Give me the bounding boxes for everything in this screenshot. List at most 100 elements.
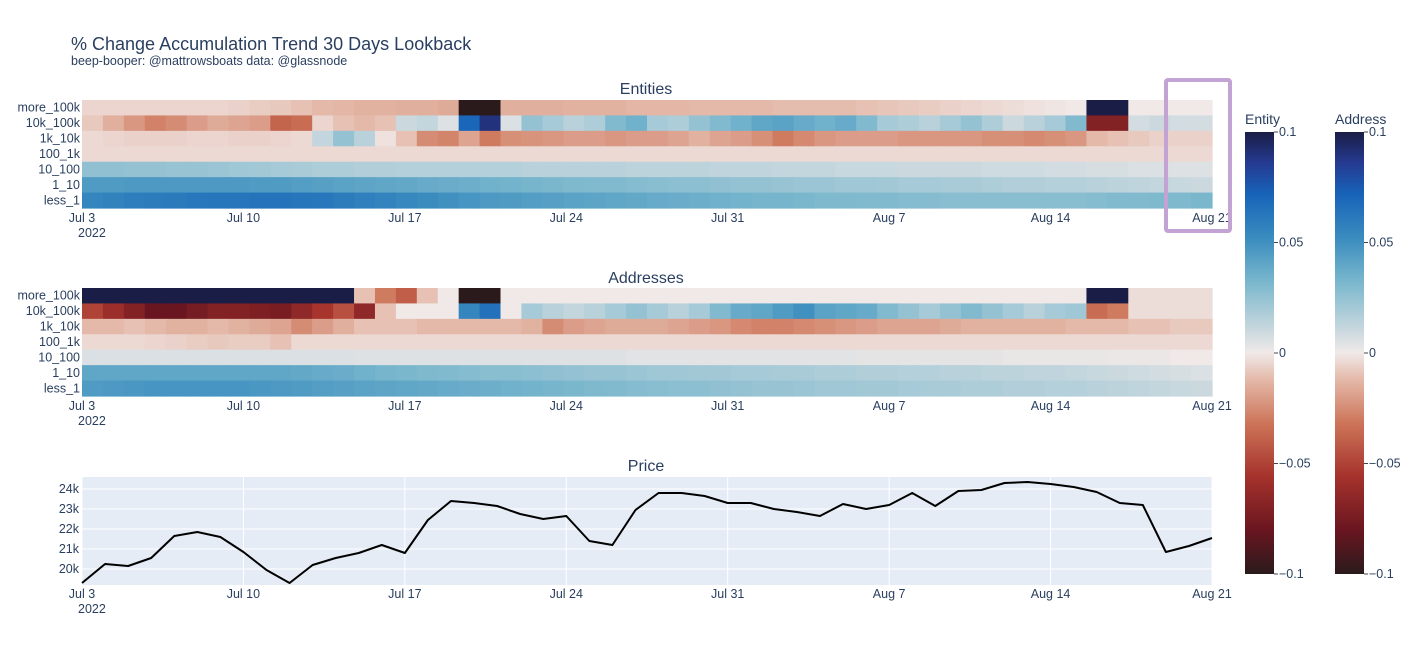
x-tick-year: 2022 [78,414,106,428]
heatmap-cell [186,130,209,147]
heatmap-cell [186,192,209,209]
heatmap-cell [1128,349,1150,366]
heatmap-cell [1191,130,1213,147]
heatmap-cell [291,365,313,382]
heatmap-cell [919,100,941,117]
heatmap-cell [898,380,920,397]
heatmap-cell [374,115,397,132]
addresses-subplot-title: Addresses [608,270,684,287]
heatmap-cell [1170,365,1192,382]
heatmap-cell [228,288,251,305]
y-tick-label: less_1 [44,193,80,207]
heatmap-cell [667,161,690,178]
heatmap-cell [688,161,711,178]
heatmap-cell [1128,177,1150,194]
heatmap-cell [1086,288,1108,305]
heatmap-cell [500,318,523,335]
heatmap-cell [458,177,481,194]
heatmap-cell [1086,192,1108,209]
heatmap-cell [814,177,836,194]
x-tick-label: Jul 17 [388,399,421,413]
y-tick-label: 24k [59,482,80,496]
heatmap-cell [102,161,125,178]
heatmap-cell [437,130,460,147]
heatmap-cell [228,318,251,335]
heatmap-cell [395,380,418,397]
heatmap-cell [1023,115,1046,132]
heatmap-cell [856,100,878,117]
heatmap-cell [144,303,167,320]
heatmap-cell [102,334,125,351]
heatmap-cell [1044,115,1067,132]
heatmap-cell [1191,288,1213,305]
heatmap-cell [1044,177,1067,194]
heatmap-cell [1128,130,1150,147]
heatmap-cell [605,161,627,178]
heatmap-cell [374,365,397,382]
colorbar-tick-label: −0.05 [1279,457,1311,471]
heatmap-cell [919,146,941,163]
heatmap-cell [647,334,669,351]
heatmap-cell [1002,161,1025,178]
heatmap-cell [207,192,230,209]
heatmap-cell [521,303,543,320]
heatmap-cell [1044,365,1067,382]
colorbar-tick-label: 0 [1279,346,1286,360]
heatmap-cell [647,192,669,209]
heatmap-cell [605,288,627,305]
heatmap-cell [919,318,941,335]
heatmap-cell [312,303,334,320]
heatmap-cell [542,380,564,397]
heatmap-cell [1044,380,1067,397]
heatmap-cell [291,334,313,351]
heatmap-cell [542,115,564,132]
heatmap-cell [374,177,397,194]
heatmap-cell [877,192,899,209]
heatmap-cell [1023,303,1046,320]
heatmap-cell [207,146,230,163]
heatmap-cell [333,130,355,147]
y-tick-label: 10_100 [38,162,80,176]
heatmap-cell [1149,303,1171,320]
heatmap-cell [542,192,564,209]
heatmap-cell [667,349,690,366]
heatmap-cell [772,177,795,194]
heatmap-cell [919,115,941,132]
heatmap-cell [626,318,648,335]
heatmap-cell [856,146,878,163]
heatmap-cell [123,288,146,305]
heatmap-cell [772,192,795,209]
heatmap-cell [709,288,732,305]
heatmap-cell [354,146,376,163]
heatmap-cell [1023,161,1046,178]
heatmap-cell [102,177,125,194]
heatmap-cell [165,146,188,163]
heatmap-cell [1023,177,1046,194]
heatmap-cell [1044,161,1067,178]
heatmap-cell [123,365,146,382]
heatmap-cell [144,318,167,335]
heatmap-cell [1128,146,1150,163]
heatmap-cell [1086,146,1108,163]
heatmap-cell [960,334,983,351]
heatmap-cell [584,349,606,366]
heatmap-cell [751,192,774,209]
heatmap-cell [123,334,146,351]
heatmap-cell [814,380,836,397]
heatmap-cell [500,288,523,305]
heatmap-cell [82,130,104,147]
heatmap-cell [835,161,857,178]
heatmap-cell [814,318,836,335]
heatmap-cell [144,334,167,351]
heatmap-cell [1170,177,1192,194]
heatmap-cell [395,288,418,305]
y-tick-label: more_100k [17,289,80,303]
heatmap-cell [898,349,920,366]
heatmap-cell [207,288,230,305]
heatmap-cell [354,115,376,132]
heatmap-cell [877,318,899,335]
heatmap-cell [605,177,627,194]
heatmap-cell [291,115,313,132]
heatmap-cell [1086,380,1108,397]
